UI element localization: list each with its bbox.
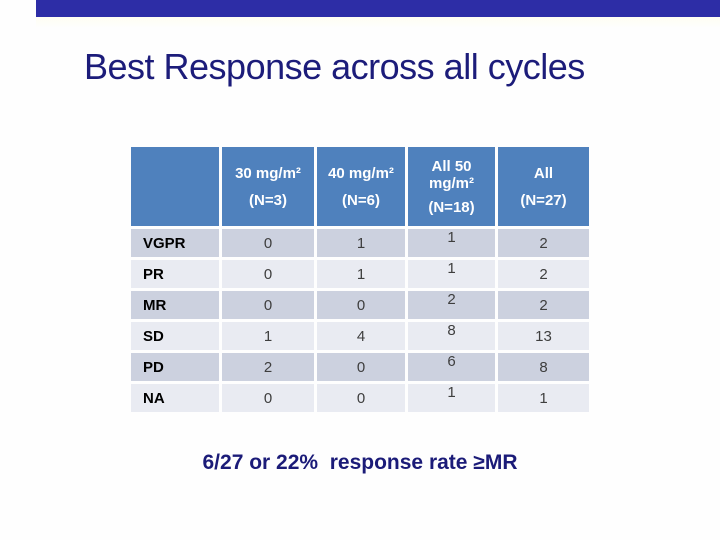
cell-value: 1 [317, 260, 405, 288]
header-cell-all: All (N=27) [498, 147, 589, 226]
cell-value: 2 [498, 260, 589, 288]
header-n-label: (N=6) [342, 191, 380, 209]
table-row-sd: SD 1 4 8 13 [131, 322, 589, 350]
cell-value: 2 [408, 291, 495, 319]
table-row-pr: PR 0 1 1 2 [131, 260, 589, 288]
cell-value: 0 [222, 229, 314, 257]
table-row-vgpr: VGPR 0 1 1 2 [131, 229, 589, 257]
header-cell-40mg: 40 mg/m² (N=6) [317, 147, 405, 226]
cell-value: 0 [222, 384, 314, 412]
cell-value: 0 [222, 260, 314, 288]
row-label: PR [131, 260, 219, 288]
cell-value: 2 [222, 353, 314, 381]
header-corner-cell [131, 147, 219, 226]
cell-value: 0 [222, 291, 314, 319]
page-title: Best Response across all cycles [84, 46, 585, 87]
response-table: 30 mg/m² (N=3) 40 mg/m² (N=6) All 50 mg/… [128, 144, 592, 415]
cell-value: 0 [317, 353, 405, 381]
header-n-label: (N=18) [428, 198, 475, 216]
cell-value: 6 [408, 353, 495, 381]
response-table-wrap: 30 mg/m² (N=3) 40 mg/m² (N=6) All 50 mg/… [128, 144, 592, 415]
cell-value: 1 [408, 229, 495, 257]
header-cell-all50mg: All 50 mg/m² (N=18) [408, 147, 495, 226]
cell-value: 1 [222, 322, 314, 350]
cell-value: 8 [408, 322, 495, 350]
row-label: NA [131, 384, 219, 412]
cell-value: 2 [498, 291, 589, 319]
cell-value: 8 [498, 353, 589, 381]
row-label: MR [131, 291, 219, 319]
cell-value: 1 [317, 229, 405, 257]
table-row-na: NA 0 0 1 1 [131, 384, 589, 412]
table-header-row: 30 mg/m² (N=3) 40 mg/m² (N=6) All 50 mg/… [131, 147, 589, 226]
table-row-pd: PD 2 0 6 8 [131, 353, 589, 381]
header-n-label: (N=3) [249, 191, 287, 209]
header-dose-label: 40 mg/m² [328, 164, 394, 182]
cell-value: 0 [317, 384, 405, 412]
header-dose-label: All 50 mg/m² [429, 157, 474, 192]
table-row-mr: MR 0 0 2 2 [131, 291, 589, 319]
row-label: PD [131, 353, 219, 381]
header-dose-label: All [533, 164, 554, 182]
row-label: VGPR [131, 229, 219, 257]
row-label: SD [131, 322, 219, 350]
cell-value: 1 [408, 384, 495, 412]
cell-value: 13 [498, 322, 589, 350]
cell-value: 0 [317, 291, 405, 319]
cell-value: 2 [498, 229, 589, 257]
header-n-label: (N=27) [520, 191, 567, 209]
cell-value: 1 [498, 384, 589, 412]
cell-value: 1 [408, 260, 495, 288]
cell-value: 4 [317, 322, 405, 350]
top-accent-bar [36, 0, 720, 17]
response-rate-note: 6/27 or 22% response rate ≥MR [202, 451, 518, 474]
top-bar-glow [36, 17, 720, 28]
header-cell-30mg: 30 mg/m² (N=3) [222, 147, 314, 226]
header-dose-label: 30 mg/m² [235, 164, 301, 182]
